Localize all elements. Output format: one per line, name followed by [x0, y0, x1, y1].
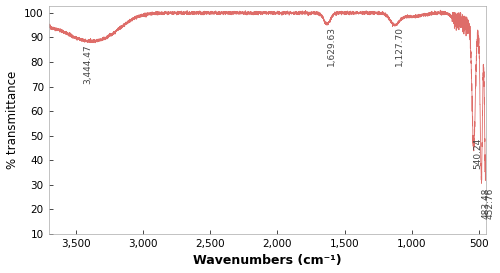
Text: 3,444.47: 3,444.47: [83, 45, 92, 84]
X-axis label: Wavenumbers (cm⁻¹): Wavenumbers (cm⁻¹): [193, 254, 342, 268]
Text: 452.76: 452.76: [486, 187, 494, 219]
Text: 540.24: 540.24: [474, 138, 482, 170]
Text: 1,629.63: 1,629.63: [327, 26, 336, 66]
Text: 1,127.70: 1,127.70: [394, 26, 404, 66]
Text: 483.48: 483.48: [482, 187, 490, 219]
Y-axis label: % transmittance: % transmittance: [6, 71, 18, 169]
